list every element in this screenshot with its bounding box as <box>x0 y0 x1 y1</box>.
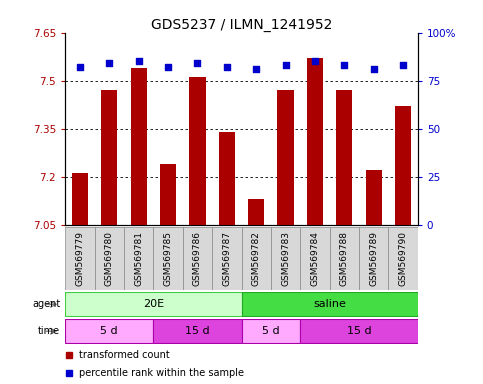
Bar <box>154 319 242 343</box>
Bar <box>395 106 411 225</box>
Bar <box>72 174 88 225</box>
Point <box>252 66 260 72</box>
Text: GSM569783: GSM569783 <box>281 231 290 286</box>
Text: saline: saline <box>313 299 346 310</box>
Bar <box>189 78 205 225</box>
Point <box>399 62 407 68</box>
Text: GSM569787: GSM569787 <box>222 231 231 286</box>
Bar <box>271 227 300 290</box>
Point <box>311 58 319 65</box>
Bar <box>307 58 323 225</box>
Text: GSM569780: GSM569780 <box>105 231 114 286</box>
Point <box>194 60 201 66</box>
Bar <box>95 227 124 290</box>
Point <box>282 62 289 68</box>
Point <box>135 58 142 65</box>
Bar <box>242 319 300 343</box>
Bar <box>183 227 212 290</box>
Bar <box>278 90 294 225</box>
Text: 15 d: 15 d <box>347 326 371 336</box>
Text: GSM569786: GSM569786 <box>193 231 202 286</box>
Bar <box>65 292 242 316</box>
Bar <box>359 227 388 290</box>
Bar <box>336 90 353 225</box>
Bar <box>65 319 154 343</box>
Point <box>164 64 172 70</box>
Bar <box>329 227 359 290</box>
Point <box>223 64 231 70</box>
Text: GSM569785: GSM569785 <box>164 231 172 286</box>
Bar <box>300 319 418 343</box>
Text: GSM569789: GSM569789 <box>369 231 378 286</box>
Title: GDS5237 / ILMN_1241952: GDS5237 / ILMN_1241952 <box>151 18 332 31</box>
Bar <box>160 164 176 225</box>
Bar <box>242 227 271 290</box>
Bar <box>248 199 264 225</box>
Text: 15 d: 15 d <box>185 326 210 336</box>
Text: percentile rank within the sample: percentile rank within the sample <box>79 368 244 379</box>
Text: transformed count: transformed count <box>79 350 170 360</box>
Text: GSM569779: GSM569779 <box>75 231 85 286</box>
Bar <box>242 292 418 316</box>
Point <box>105 60 113 66</box>
Text: time: time <box>38 326 60 336</box>
Bar <box>154 227 183 290</box>
Text: GSM569790: GSM569790 <box>398 231 408 286</box>
Text: GSM569781: GSM569781 <box>134 231 143 286</box>
Text: GSM569782: GSM569782 <box>252 231 261 286</box>
Bar <box>388 227 418 290</box>
Text: agent: agent <box>32 299 60 310</box>
Bar <box>219 132 235 225</box>
Text: 20E: 20E <box>143 299 164 310</box>
Point <box>370 66 378 72</box>
Text: 5 d: 5 d <box>262 326 280 336</box>
Point <box>341 62 348 68</box>
Point <box>76 64 84 70</box>
Bar <box>300 227 329 290</box>
Text: GSM569788: GSM569788 <box>340 231 349 286</box>
Text: 5 d: 5 d <box>100 326 118 336</box>
Bar <box>101 90 117 225</box>
Bar <box>65 227 95 290</box>
Bar <box>130 68 147 225</box>
Bar <box>366 170 382 225</box>
Bar <box>212 227 242 290</box>
Text: GSM569784: GSM569784 <box>311 231 319 286</box>
Bar <box>124 227 154 290</box>
